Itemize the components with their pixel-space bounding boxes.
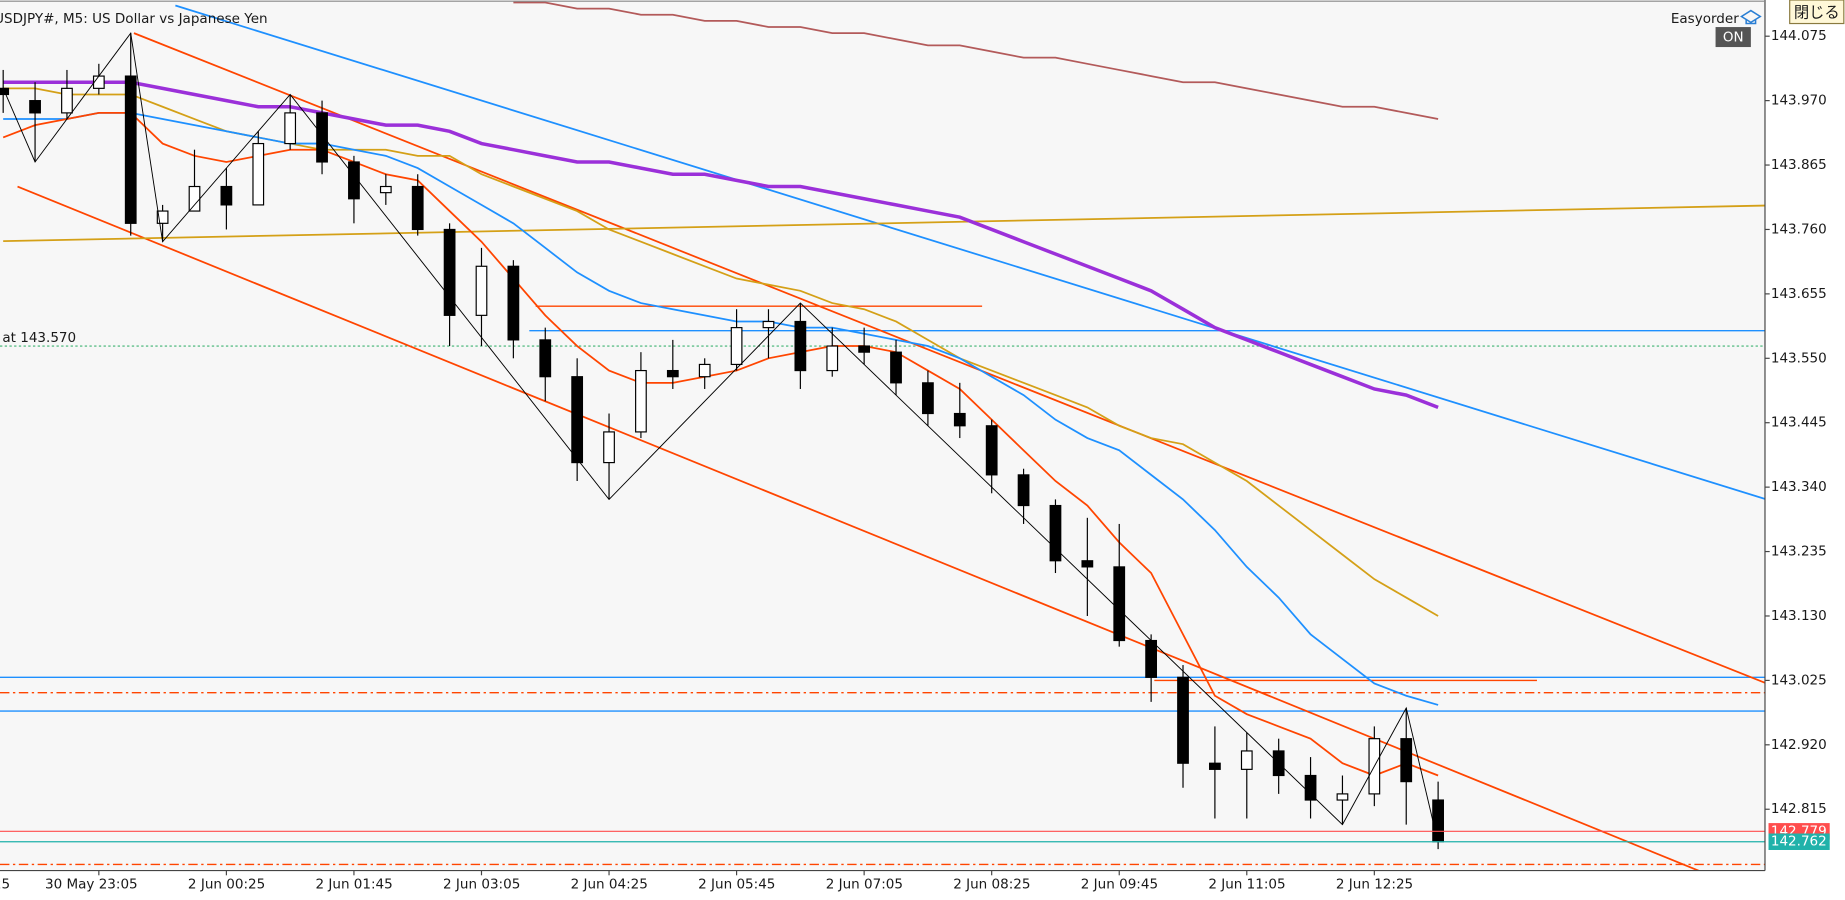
candle-body bbox=[1017, 474, 1030, 507]
trendline bbox=[17, 185, 1701, 871]
y-tick-label: 143.235 bbox=[1771, 544, 1827, 560]
x-tick-label: 2 Jun 12:25 bbox=[1336, 877, 1413, 893]
y-tick-label: 143.340 bbox=[1771, 479, 1827, 495]
y-tick-label: 143.025 bbox=[1771, 672, 1827, 688]
candle-body bbox=[794, 320, 807, 372]
y-tick-label: 143.865 bbox=[1771, 157, 1827, 173]
candle-body bbox=[316, 112, 328, 163]
x-tick-label: 2 Jun 03:05 bbox=[443, 877, 520, 893]
candle-body bbox=[1081, 560, 1094, 568]
y-tick-label: 142.815 bbox=[1771, 801, 1827, 817]
moving-average bbox=[3, 80, 1439, 410]
candle-body bbox=[1177, 676, 1189, 764]
candle-body bbox=[890, 351, 902, 384]
y-tick-label: 142.920 bbox=[1771, 737, 1827, 753]
trendline bbox=[133, 32, 1765, 684]
y-tick-label: 143.550 bbox=[1771, 350, 1827, 366]
candle-body bbox=[1113, 566, 1126, 642]
candle-body bbox=[61, 87, 73, 114]
candle-body bbox=[635, 369, 647, 433]
x-tick-label: 30 May 23:05 bbox=[45, 877, 138, 893]
candle-body bbox=[507, 265, 520, 341]
close-button[interactable] bbox=[1789, 0, 1845, 25]
candle-body bbox=[443, 228, 456, 316]
candle-body bbox=[1400, 738, 1413, 783]
candle-body bbox=[1304, 774, 1317, 801]
zigzag bbox=[2, 31, 1439, 844]
candle-body bbox=[1145, 639, 1158, 678]
plot: at 143.570 bbox=[0, 1, 1765, 871]
moving-average bbox=[513, 1, 1439, 120]
plot-area bbox=[0, 0, 1765, 871]
candle-body bbox=[124, 75, 137, 224]
x-tick-label: 2 Jun 05:45 bbox=[698, 877, 775, 893]
moving-average bbox=[2, 112, 1439, 777]
easyorder-icon[interactable] bbox=[1740, 9, 1762, 25]
candle-body bbox=[953, 412, 966, 427]
x-tick-label: 25 bbox=[0, 877, 10, 893]
candle-body bbox=[1209, 762, 1221, 770]
candle-body bbox=[1432, 799, 1444, 843]
x-tick-label: 2 Jun 08:25 bbox=[953, 877, 1030, 893]
y-tick-label: 143.760 bbox=[1771, 221, 1827, 237]
candle-body bbox=[284, 112, 297, 145]
candle-body bbox=[858, 345, 871, 353]
candle-body bbox=[156, 210, 169, 224]
level-line-label: at 143.570 bbox=[2, 330, 76, 346]
y-tick-label: 143.445 bbox=[1771, 415, 1827, 431]
y-tick-label: 143.970 bbox=[1771, 93, 1827, 109]
price-label-box bbox=[1768, 833, 1830, 850]
candle-body bbox=[1049, 504, 1062, 562]
candle-body bbox=[252, 142, 265, 206]
moving-average bbox=[3, 112, 1439, 706]
candle-body bbox=[571, 376, 584, 464]
candle-body bbox=[922, 382, 934, 415]
candle-body bbox=[698, 363, 711, 378]
y-tick-label: 143.130 bbox=[1771, 608, 1827, 624]
on-switch[interactable] bbox=[1715, 27, 1751, 48]
candle-body bbox=[730, 327, 743, 366]
candle-body bbox=[826, 345, 839, 372]
x-tick-label: 2 Jun 00:25 bbox=[188, 877, 265, 893]
trendline bbox=[3, 204, 1765, 242]
easyorder-label[interactable]: Easyorder bbox=[1671, 11, 1739, 27]
x-tick-label: 2 Jun 01:45 bbox=[315, 877, 392, 893]
chart-title: USDJPY#, M5: US Dollar vs Japanese Yen bbox=[0, 11, 268, 27]
candle-body bbox=[92, 75, 105, 89]
close-button-label[interactable]: 閉じる bbox=[1794, 3, 1840, 21]
candle-body bbox=[379, 185, 392, 194]
candle-body bbox=[539, 339, 552, 378]
x-tick-label: 2 Jun 11:05 bbox=[1208, 877, 1285, 893]
x-tick-label: 2 Jun 09:45 bbox=[1081, 877, 1158, 893]
candle-body bbox=[666, 369, 679, 378]
price-label: 142.762 bbox=[1771, 834, 1827, 850]
trendline bbox=[175, 4, 1765, 500]
y-tick-label: 144.075 bbox=[1771, 28, 1827, 44]
x-tick-label: 2 Jun 07:05 bbox=[826, 877, 903, 893]
x-tick-label: 2 Jun 04:25 bbox=[571, 877, 648, 893]
axis: 144.075 143.970 143.865 143.760 143.655 143.5… bbox=[0, 28, 1830, 893]
candle-body bbox=[762, 320, 775, 329]
candle-body bbox=[603, 431, 615, 464]
candle-body bbox=[475, 265, 488, 316]
candle-body bbox=[29, 100, 41, 114]
y-tick-label: 143.655 bbox=[1771, 286, 1827, 302]
candle-body bbox=[1240, 750, 1253, 770]
on-switch-label[interactable]: ON bbox=[1723, 30, 1744, 46]
candle-body bbox=[985, 425, 998, 476]
candle-body bbox=[220, 185, 233, 206]
candle-body bbox=[411, 185, 424, 231]
candle-body bbox=[1336, 793, 1349, 801]
candle-body bbox=[348, 161, 360, 200]
candle-body bbox=[188, 185, 201, 212]
